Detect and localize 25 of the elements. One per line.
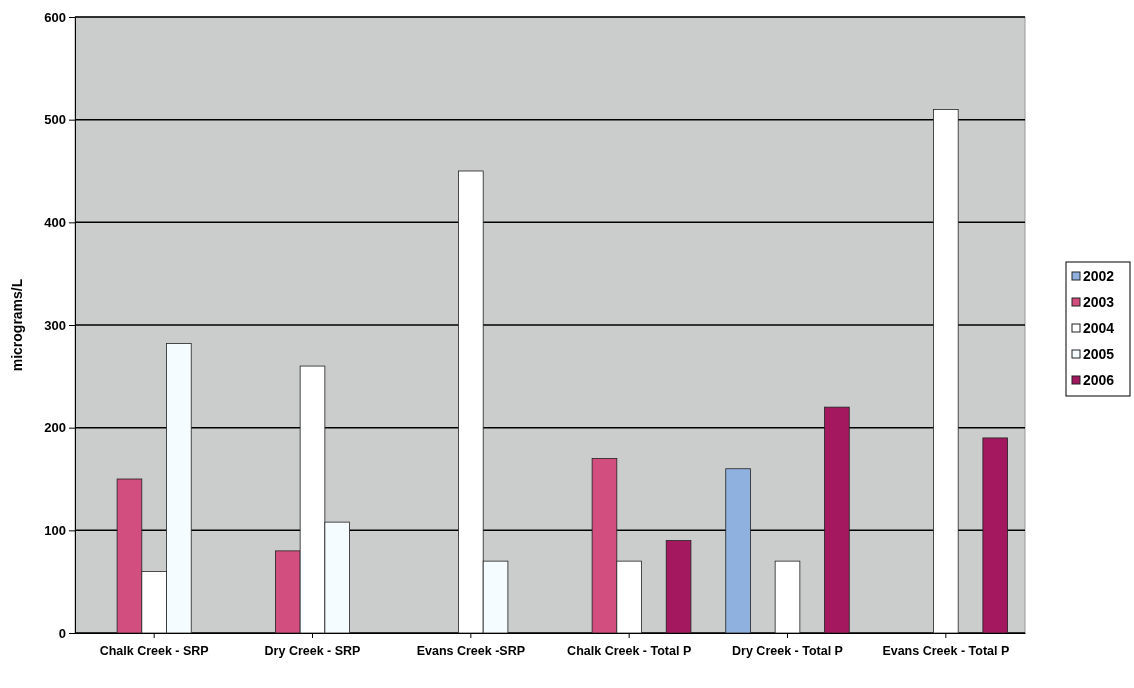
y-axis-title: micrograms/L bbox=[9, 278, 25, 372]
y-tick-label: 600 bbox=[44, 9, 66, 25]
x-tick-label: Chalk Creek - Total P bbox=[567, 643, 692, 658]
x-tick-label: Evans Creek - Total P bbox=[882, 643, 1010, 658]
bar bbox=[933, 109, 959, 634]
bar bbox=[824, 406, 850, 634]
y-tick-label: 200 bbox=[44, 420, 66, 436]
x-tick-label: Chalk Creek - SRP bbox=[99, 643, 209, 658]
legend-label: 2004 bbox=[1083, 320, 1115, 336]
legend-label: 2005 bbox=[1083, 346, 1115, 362]
x-tick-label: Dry Creek - SRP bbox=[264, 643, 361, 658]
x-tick-label: Dry Creek - Total P bbox=[732, 643, 843, 658]
bar bbox=[982, 437, 1008, 634]
y-tick-label: 100 bbox=[44, 522, 66, 538]
legend-label: 2006 bbox=[1083, 372, 1115, 388]
y-tick-label: 0 bbox=[58, 625, 66, 641]
legend-label: 2002 bbox=[1083, 268, 1115, 284]
y-tick-label: 300 bbox=[44, 317, 66, 333]
bar bbox=[725, 468, 751, 634]
y-tick-label: 500 bbox=[44, 112, 66, 128]
legend-label: 2003 bbox=[1083, 294, 1115, 310]
bar bbox=[774, 560, 801, 634]
bar bbox=[665, 540, 692, 634]
y-tick-label: 400 bbox=[44, 214, 66, 230]
x-tick-label: Evans Creek -SRP bbox=[416, 643, 526, 658]
